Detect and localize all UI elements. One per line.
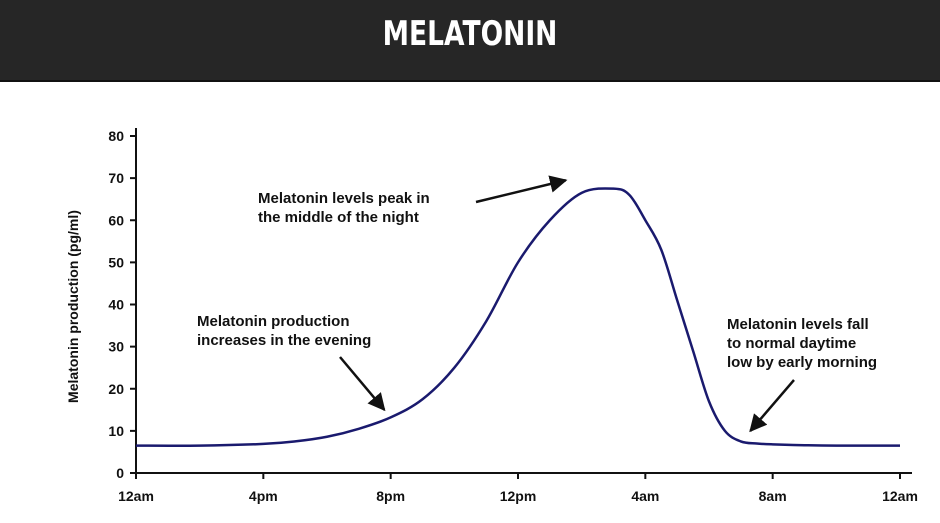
- y-tick-label: 10: [108, 423, 124, 439]
- y-tick-label: 40: [108, 297, 124, 313]
- x-tick-label: 12am: [882, 488, 918, 504]
- annotation-arrow: [339, 356, 386, 412]
- y-tick-label: 80: [108, 128, 124, 144]
- annotation-arrow: [475, 175, 568, 204]
- annotation-text: the middle of the night: [258, 209, 419, 226]
- y-tick-label: 70: [108, 170, 124, 186]
- y-tick-label: 60: [108, 212, 124, 228]
- x-tick-label: 8pm: [376, 488, 405, 504]
- x-tick-label: 12am: [118, 488, 154, 504]
- header-bar: MELATONIN: [0, 0, 940, 82]
- page-title: MELATONIN: [382, 14, 558, 54]
- x-tick-label: 8am: [759, 488, 787, 504]
- y-tick-label: 0: [116, 465, 124, 481]
- annotation-arrow: [749, 379, 795, 433]
- y-axis-label: Melatonin production (pg/ml): [65, 210, 81, 403]
- annotation-text: increases in the evening: [197, 332, 371, 349]
- annotation-text: Melatonin production: [197, 313, 349, 330]
- y-tick-label: 20: [108, 381, 124, 397]
- annotation-text: to normal daytime: [727, 335, 856, 352]
- x-tick-label: 12pm: [500, 488, 537, 504]
- annotation-text: low by early morning: [727, 354, 877, 371]
- y-tick-label: 30: [108, 339, 124, 355]
- annotation-text: Melatonin levels fall: [727, 316, 869, 333]
- annotation-text: Melatonin levels peak in: [258, 190, 430, 207]
- x-tick-label: 4pm: [249, 488, 278, 504]
- melatonin-curve: [135, 187, 901, 447]
- x-tick-label: 4am: [631, 488, 659, 504]
- y-tick-label: 50: [108, 254, 124, 270]
